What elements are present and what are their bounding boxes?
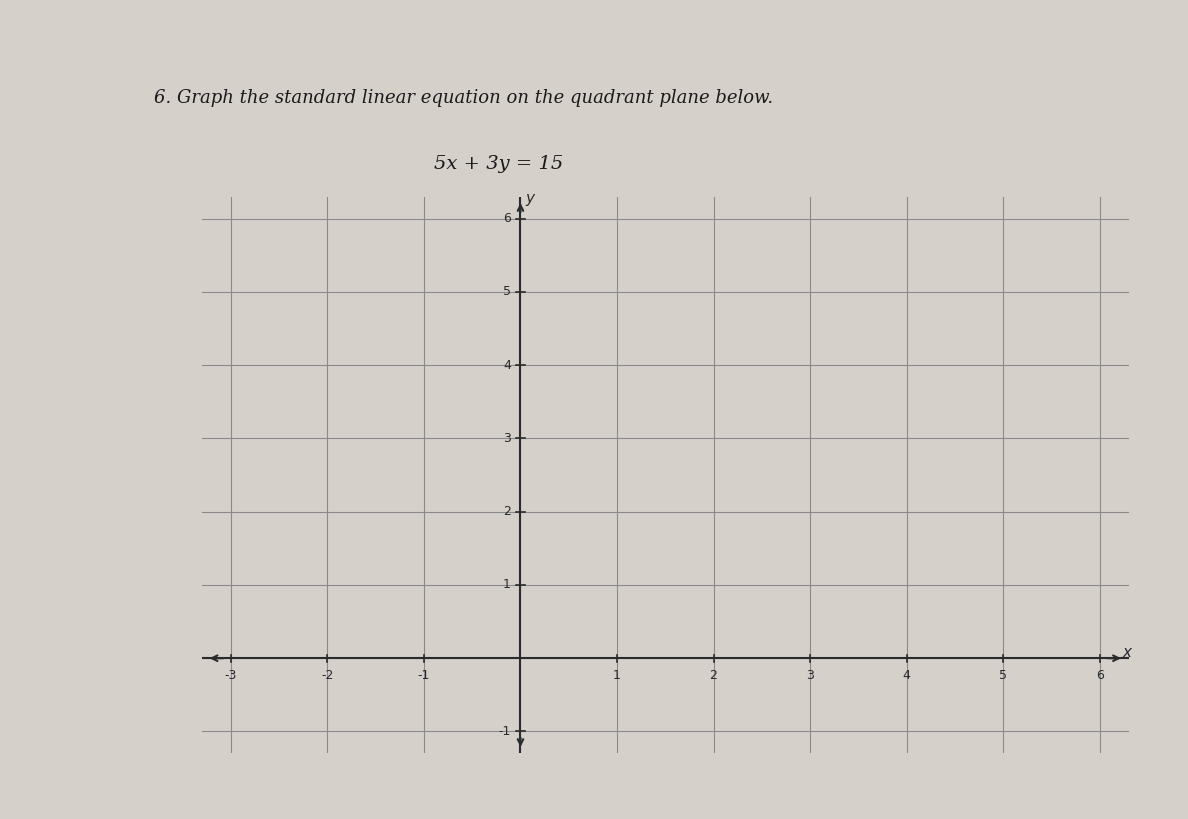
- Text: 6: 6: [1095, 669, 1104, 682]
- Text: 2: 2: [503, 505, 511, 518]
- Text: 3: 3: [503, 432, 511, 445]
- Text: 5: 5: [999, 669, 1007, 682]
- Text: 2: 2: [709, 669, 718, 682]
- Text: -2: -2: [321, 669, 334, 682]
- Text: 6. Graph the standard linear equation on the quadrant plane below.: 6. Graph the standard linear equation on…: [154, 89, 773, 107]
- Text: 6: 6: [503, 212, 511, 225]
- Text: 4: 4: [903, 669, 910, 682]
- Text: 4: 4: [503, 359, 511, 372]
- Text: -3: -3: [225, 669, 238, 682]
- Text: 1: 1: [503, 578, 511, 591]
- Text: 1: 1: [613, 669, 621, 682]
- Text: y: y: [525, 191, 535, 206]
- Text: 5x + 3y = 15: 5x + 3y = 15: [435, 155, 563, 173]
- Text: -1: -1: [499, 725, 511, 738]
- Text: 5: 5: [503, 285, 511, 298]
- Text: x: x: [1123, 645, 1131, 660]
- Text: -1: -1: [418, 669, 430, 682]
- Text: 3: 3: [807, 669, 814, 682]
